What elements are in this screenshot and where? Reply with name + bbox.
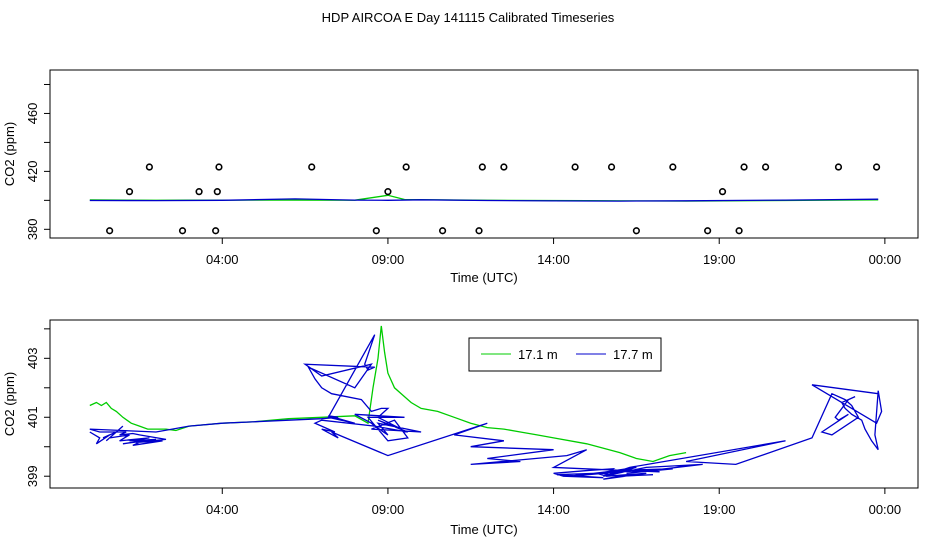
- data-point: [212, 227, 220, 235]
- data-point: [215, 163, 223, 171]
- data-point: [632, 227, 640, 235]
- data-point: [834, 163, 843, 171]
- x-tick-label: 00:00: [869, 252, 902, 267]
- legend-label-17-1m: 17.1 m: [518, 347, 558, 362]
- series-line-17-7-m: [89, 334, 883, 480]
- data-point: [872, 163, 881, 171]
- x-axis-label-bottom: Time (UTC): [450, 522, 517, 537]
- x-tick-label: 04:00: [206, 502, 239, 517]
- data-point: [607, 163, 616, 171]
- data-point: [478, 163, 486, 171]
- series-layer-bottom: [89, 325, 883, 480]
- x-tick-label: 00:00: [869, 502, 902, 517]
- y-axis-top: 380 420 460: [25, 83, 50, 240]
- data-point: [178, 227, 187, 235]
- y-tick-label: 401: [25, 406, 40, 428]
- data-point: [762, 163, 770, 171]
- x-axis-top: 04:00 09:00 14:00 19:00 00:00: [206, 238, 901, 267]
- data-point: [213, 188, 221, 196]
- y-axis-label-bottom: CO2 (ppm): [2, 372, 17, 436]
- points-layer-top: [106, 163, 881, 235]
- x-tick-label: 14:00: [537, 502, 570, 517]
- data-point: [372, 227, 380, 235]
- data-point: [145, 163, 153, 171]
- data-point: [195, 188, 203, 196]
- legend: 17.1 m 17.7 m: [468, 337, 662, 372]
- y-tick-label: 399: [25, 465, 40, 487]
- plot-frame-bottom: [49, 319, 919, 489]
- data-point: [125, 188, 134, 196]
- x-tick-label: 14:00: [537, 252, 570, 267]
- data-point: [475, 227, 483, 235]
- x-tick-label: 09:00: [372, 502, 405, 517]
- data-point: [384, 188, 392, 196]
- y-axis-bottom: 399 401 403: [25, 328, 50, 487]
- x-tick-label: 19:00: [703, 502, 736, 517]
- series-layer-top: [89, 194, 879, 202]
- data-point: [106, 227, 114, 235]
- data-point: [669, 163, 677, 171]
- data-point: [500, 163, 508, 171]
- data-point: [308, 163, 316, 171]
- y-tick-label: 380: [25, 218, 40, 240]
- y-axis-label-top: CO2 (ppm): [2, 122, 17, 186]
- y-tick-label: 420: [25, 161, 40, 183]
- data-point: [740, 163, 748, 171]
- plot-frame-top: [49, 69, 919, 239]
- series-line-17-1-m: [89, 325, 687, 463]
- x-tick-label: 19:00: [703, 252, 736, 267]
- panel-top-scatter: 04:00 09:00 14:00 19:00 00:00 380 420 460 Time…: [2, 69, 919, 285]
- x-axis-label-top: Time (UTC): [450, 270, 517, 285]
- y-tick-label: 460: [25, 103, 40, 125]
- data-point: [402, 163, 410, 171]
- legend-label-17-7m: 17.7 m: [613, 347, 653, 362]
- data-point: [704, 227, 712, 235]
- data-point: [438, 227, 447, 235]
- y-tick-label: 403: [25, 347, 40, 369]
- panel-bottom-lines: 04:00 09:00 14:00 19:00 00:00 399 401 403 Time…: [2, 319, 919, 537]
- data-point: [571, 163, 579, 171]
- data-point: [735, 227, 743, 235]
- x-tick-label: 04:00: [206, 252, 239, 267]
- x-tick-label: 09:00: [372, 252, 405, 267]
- data-point: [718, 188, 727, 196]
- series-line-17-7-m: [89, 198, 879, 202]
- x-axis-bottom: 04:00 09:00 14:00 19:00 00:00: [206, 488, 901, 517]
- figure-title: HDP AIRCOA E Day 141115 Calibrated Times…: [322, 10, 615, 25]
